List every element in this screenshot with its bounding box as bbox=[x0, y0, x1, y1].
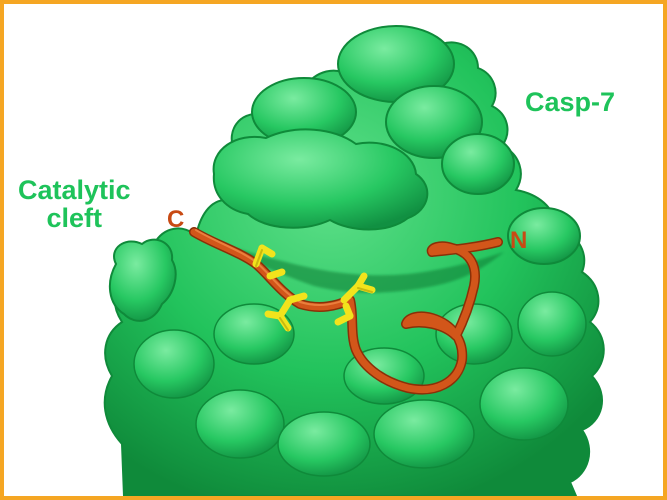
peptide-backbone bbox=[189, 227, 503, 395]
cleft-label-line2: cleft bbox=[46, 203, 103, 234]
side-chains-shadow bbox=[255, 249, 373, 331]
catalytic-cleft-label: Catalytic cleft bbox=[18, 176, 131, 233]
c-terminus-label: C bbox=[167, 206, 185, 233]
protein-structure-render bbox=[103, 25, 605, 496]
n-terminus-label: N bbox=[510, 227, 528, 254]
cleft-label-line1: Catalytic bbox=[18, 175, 131, 205]
protein-label: Casp-7 bbox=[525, 87, 616, 117]
catalytic-cleft-groove bbox=[200, 236, 504, 293]
surface-bumps bbox=[133, 25, 587, 477]
surface-lobe bbox=[108, 238, 177, 322]
